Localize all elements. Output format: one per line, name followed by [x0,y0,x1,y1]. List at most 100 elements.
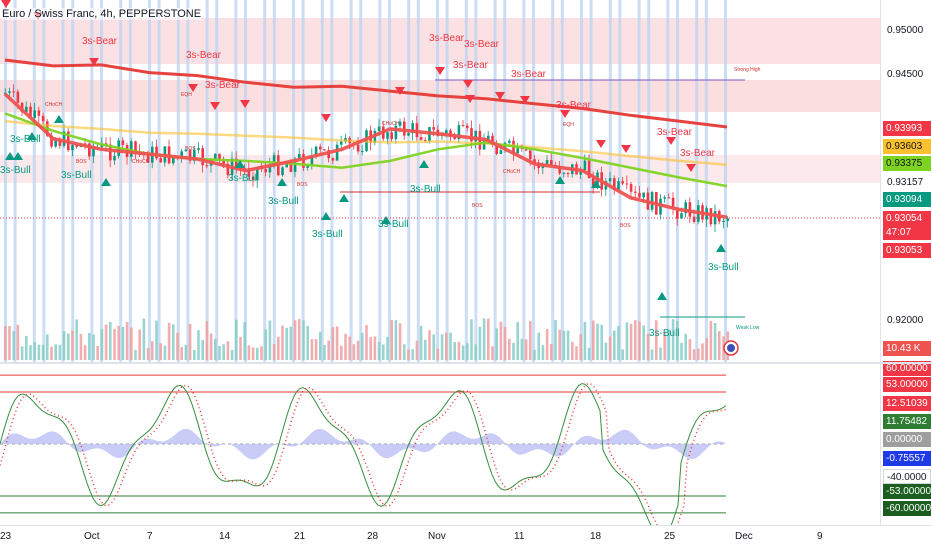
volume-bar [260,346,263,360]
bull-arrow-icon [277,178,287,186]
candle-body [214,153,217,159]
candle-body [638,192,641,198]
candle-body [62,131,66,146]
ema20-price-tag: 0.93094 [883,192,931,207]
volume-bar [222,344,225,360]
session-stripe [464,0,468,362]
bid-price-tag: 0.93053 [883,243,931,258]
candle-body [29,106,32,118]
bos-label: BOS [472,203,483,209]
volume-bar [642,325,645,360]
volume-bar [226,341,230,360]
session-stripe [244,0,247,362]
volume-bar [104,324,108,360]
candle-body [33,110,36,118]
candle-body [226,163,230,175]
pane-separator[interactable] [0,362,932,364]
candle-body [403,121,406,136]
bull-signal-label: 3s-Bull [61,170,92,181]
candle-body [205,165,209,167]
osc-tag: -0.75557 [883,451,931,466]
bull-signal-label: 3s-Bull [378,219,409,230]
session-stripe [551,0,555,362]
bos-label: BOS [76,159,87,165]
volume-bar [403,344,406,360]
bear-signal-label: 3s-Bear [205,80,241,91]
volume-bar [16,324,20,360]
session-stripe [407,0,411,362]
time-axis[interactable]: 23 Oct 7 14 21 28 Nov 11 18 25 Dec 9 [0,525,932,551]
candle-body [272,155,276,165]
candle-body [529,150,532,160]
candle-body [222,159,225,164]
volume-bar [705,338,708,360]
last-price-tag: 0.93054 [883,211,931,226]
osc-tag: -60.00000 [883,501,931,516]
volume-bar [533,349,536,360]
choch-label: CHoCH [382,121,400,127]
bos-label: BOS [185,146,196,152]
volume-bar [524,339,528,360]
volume-bar [285,327,288,360]
price-scale[interactable]: 0.95000 0.94500 0.93157 0.92000 0.93993 … [880,0,932,525]
bull-arrow-icon [419,160,429,168]
session-stripe [157,0,161,362]
bear-signal-label: 3s-Bear [680,148,716,159]
volume-bar [247,345,251,360]
candle-body [650,192,654,210]
bear-signal-label: 3s-Bear [429,33,465,44]
volume-bar [377,341,381,360]
session-stripe [580,0,583,362]
candle-body [613,178,616,190]
bear-arrow-icon [1,0,11,8]
volume-bar [340,345,343,360]
volume-bar [373,336,377,360]
bull-arrow-icon [555,176,565,184]
session-stripe [388,0,391,362]
session-stripe [637,0,641,362]
volume-bar [419,325,423,360]
candle-body [251,176,255,181]
volume-bar [8,326,11,360]
session-stripe [493,0,497,362]
session-stripe [704,0,708,362]
volume-bar [482,318,486,360]
session-stripe [61,0,65,362]
volume-bar [424,339,427,360]
bull-arrow-icon [5,152,15,160]
price-tick-label: 0.95000 [887,25,924,36]
volume-bar [205,321,209,360]
candle-body [508,140,511,143]
volume-bar [638,321,641,360]
candle-body [356,144,360,152]
oscillator-histogram [0,428,726,460]
eqh-label: EQH [181,92,192,98]
price-chart-svg[interactable]: Strong High Weak Low BOS BOS BOS BOS BOS CHoCH C… [0,0,880,525]
candle-body [722,220,725,222]
main-chart-pane[interactable]: Strong High Weak Low BOS BOS BOS BOS BOS CHoCH C… [0,0,880,525]
candle-body [545,160,549,165]
candle-body [75,144,78,147]
volume-bar [356,340,360,360]
bos-label: BOS [297,182,308,188]
bull-signal-label: 3s-Bull [0,165,31,176]
stochastic-d-line [0,382,727,525]
session-stripe [90,0,94,362]
volume-bar [663,331,666,360]
volume-bar [167,322,171,360]
symbol-title[interactable]: Euro / Swiss Franc, 4h, PEPPERSTONE [2,8,202,20]
volume-bar [562,330,566,360]
volume-bar [688,339,692,360]
bear-signal-label: 3s-Bear [186,50,222,61]
volume-bar [79,333,83,360]
time-tick-label: 7 [147,531,153,542]
volume-bar [692,349,696,360]
time-tick-label: 11 [514,531,525,542]
volume-bar [671,319,675,360]
volume-bar [440,334,444,360]
candle-body [319,146,322,150]
bull-signal-label: 3s-Bull [268,196,299,207]
volume-bar [718,331,721,360]
bear-arrow-icon [210,102,220,110]
volume-bar [180,346,183,360]
